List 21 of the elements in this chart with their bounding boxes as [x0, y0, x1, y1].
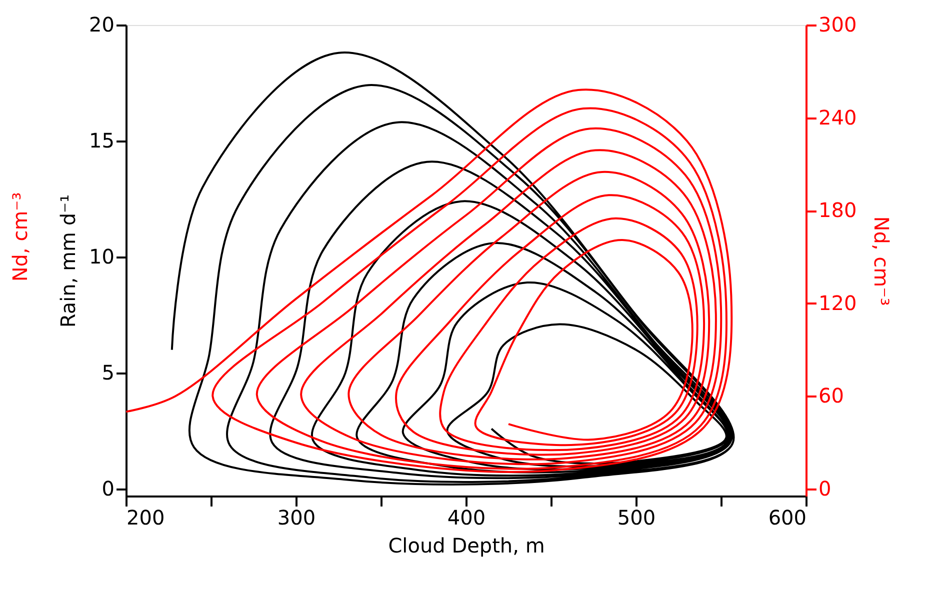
- x-tick-label: 400: [447, 506, 486, 530]
- x-tick-label: 200: [126, 506, 165, 530]
- y-tick-label: 10: [89, 244, 114, 269]
- y2-tick-label: 300: [818, 12, 857, 36]
- y2-tick-label: 120: [818, 290, 857, 315]
- y-tick-label: 20: [89, 12, 114, 36]
- y2-tick-label: 60: [818, 384, 844, 408]
- y-tick-label: 5: [102, 360, 114, 385]
- y2-axis-title: Nd, cm⁻³: [870, 216, 894, 306]
- y-tick-label: 15: [89, 128, 114, 153]
- y-axis-title: Rain, mm d⁻¹: [56, 194, 80, 328]
- y2-tick-label: 240: [818, 105, 857, 130]
- line-series: [126, 88, 733, 472]
- x-tick-label: 600: [768, 506, 806, 530]
- text: Nd, cm⁻³: [8, 192, 32, 282]
- x-tick-label: 300: [277, 506, 316, 530]
- x-axis-title: Cloud Depth, m: [388, 534, 545, 558]
- x-tick-label: 500: [617, 506, 656, 530]
- y-tick-label: 0: [102, 476, 114, 501]
- y2-tick-label: 180: [818, 198, 857, 222]
- y2-tick-label: 0: [818, 476, 832, 501]
